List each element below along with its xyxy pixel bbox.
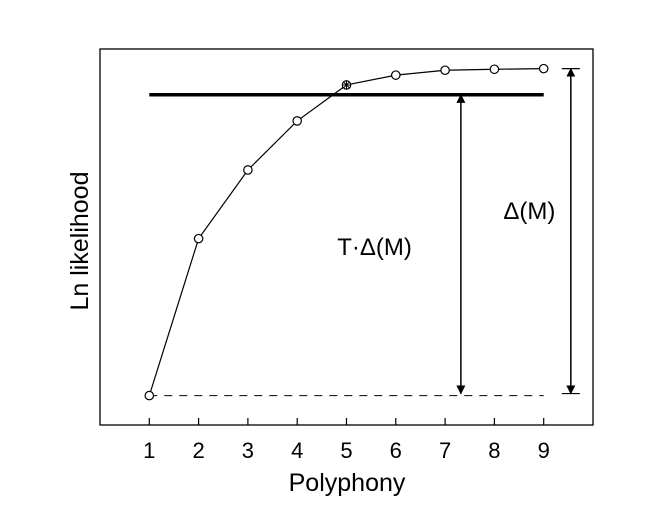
data-point [193, 233, 204, 244]
data-point [292, 116, 302, 126]
x-tick-label: 9 [538, 438, 550, 463]
data-point [440, 65, 450, 76]
x-tick-label: 6 [390, 438, 402, 463]
data-point [538, 63, 549, 74]
y-axis-label: Ln likelihood [66, 172, 94, 311]
x-tick-label: 8 [488, 438, 500, 463]
x-axis-ticks: 1 2 3 4 5 6 7 8 9 [143, 418, 550, 463]
x-tick-label: 1 [143, 438, 155, 463]
x-tick-label: 2 [192, 438, 204, 463]
data-points [144, 63, 549, 401]
x-tick-label: 5 [340, 438, 352, 463]
x-tick-label: 7 [439, 438, 451, 463]
data-point [489, 64, 500, 75]
data-point [390, 70, 401, 80]
annotation-delta: Δ(M) [503, 198, 555, 225]
data-point [144, 390, 155, 401]
series-line [148, 68, 544, 396]
x-tick-label: 3 [242, 438, 254, 463]
x-axis-label: Polyphony [289, 469, 406, 497]
range-markers [456, 67, 580, 395]
data-point [243, 165, 253, 175]
annotation-t-delta: T·Δ(M) [337, 234, 412, 261]
x-tick-label: 4 [291, 438, 303, 463]
highlight-star-stroke [343, 81, 350, 89]
